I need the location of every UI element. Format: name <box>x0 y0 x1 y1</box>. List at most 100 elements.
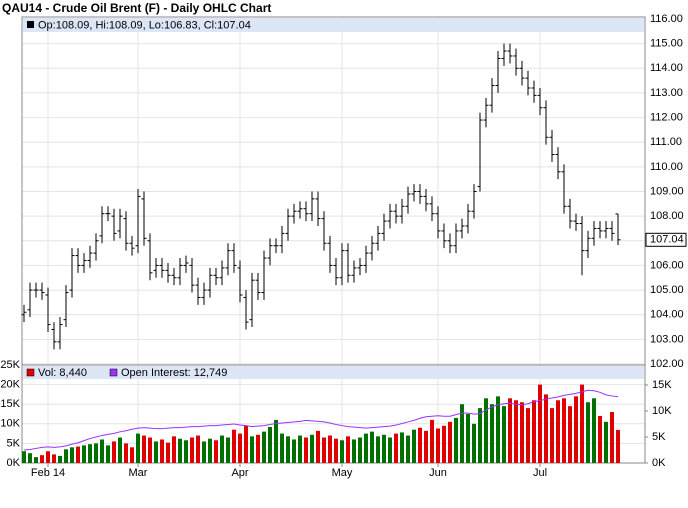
volume-bar <box>478 408 482 463</box>
volume-bar <box>418 427 422 463</box>
volume-bar <box>412 429 416 463</box>
volume-bar <box>340 440 344 463</box>
volume-bar <box>220 435 224 463</box>
volume-bar <box>466 414 470 463</box>
volume-bar <box>520 402 524 463</box>
volume-bar <box>250 436 254 463</box>
y-tick-label: 103.00 <box>650 333 684 345</box>
volume-bar <box>514 400 518 463</box>
volume-bar <box>454 417 458 463</box>
volume-bar <box>532 400 536 463</box>
y-tick-label: 106.00 <box>650 259 684 271</box>
volume-bar <box>568 406 572 463</box>
info-label: Op:108.09, Hi:108.09, Lo:106.83, Cl:107.… <box>38 19 251 31</box>
volume-bar <box>556 400 560 463</box>
volume-bar <box>424 430 428 463</box>
y-tick-label: 111.00 <box>650 136 682 148</box>
volume-bar <box>574 396 578 463</box>
volume-bar <box>496 396 500 463</box>
info-band <box>23 18 644 32</box>
volume-bar <box>430 419 434 463</box>
y-tick-label: 102.00 <box>650 358 684 370</box>
volume-bar <box>184 440 188 463</box>
volume-bar <box>124 443 128 463</box>
volume-bar <box>106 445 110 463</box>
y2-tick-label: 10K <box>652 405 672 417</box>
volume-bar <box>586 402 590 463</box>
volume-bar <box>472 423 476 463</box>
info-marker <box>27 21 34 28</box>
volume-bar <box>34 457 38 463</box>
volume-bar <box>262 431 266 463</box>
volume-bar <box>28 453 32 463</box>
volume-bar <box>490 404 494 463</box>
volume-bar <box>166 442 170 463</box>
y-tick-label: 20K <box>0 379 20 391</box>
volume-bar <box>280 433 284 463</box>
volume-bar <box>610 412 614 463</box>
volume-bar <box>550 408 554 463</box>
volume-bar <box>616 429 620 463</box>
y-tick-label: 110.00 <box>650 161 683 173</box>
volume-bar <box>376 436 380 463</box>
volume-bar <box>148 437 152 463</box>
volume-bar <box>190 437 194 463</box>
y-tick-label: 25K <box>0 359 20 371</box>
volume-bar <box>394 433 398 463</box>
last-price-label: 107.04 <box>650 234 684 246</box>
y2-tick-label: 0K <box>652 457 666 469</box>
volume-bar <box>382 434 386 463</box>
x-tick-label: Feb 14 <box>31 467 65 479</box>
volume-bar <box>436 428 440 463</box>
volume-bar <box>238 433 242 463</box>
volume-bar <box>460 404 464 463</box>
x-tick-label: May <box>332 467 353 479</box>
legend-marker <box>109 368 118 377</box>
volume-bar <box>274 419 278 463</box>
volume-bar <box>364 433 368 463</box>
volume-bar <box>484 398 488 463</box>
volume-bar <box>604 421 608 463</box>
x-tick-label: Jul <box>533 467 547 479</box>
volume-bar <box>52 454 56 463</box>
volume-bar <box>502 406 506 463</box>
volume-bar <box>370 431 374 463</box>
volume-bar <box>40 455 44 463</box>
volume-bar <box>268 426 272 463</box>
y-tick-label: 5K <box>7 437 21 449</box>
legend-label: Vol: 8,440 <box>38 367 87 379</box>
volume-bar <box>406 435 410 463</box>
volume-bar <box>298 435 302 463</box>
volume-bar <box>82 445 86 463</box>
y-tick-label: 108.00 <box>650 210 684 222</box>
volume-bar <box>100 439 104 463</box>
volume-bar <box>544 394 548 463</box>
volume-bar <box>508 398 512 463</box>
y2-tick-label: 15K <box>652 379 672 391</box>
volume-bar <box>448 421 452 463</box>
y-tick-label: 115.00 <box>650 38 683 50</box>
volume-bar <box>352 439 356 463</box>
volume-bar <box>196 435 200 463</box>
y-tick-label: 116.00 <box>650 13 683 25</box>
last-price-box <box>645 232 687 247</box>
volume-bar <box>580 384 584 463</box>
volume-bar <box>322 437 326 463</box>
legend-marker <box>26 368 35 377</box>
chart-title: QAU14 - Crude Oil Brent (F) - Daily OHLC… <box>2 1 271 15</box>
volume-bar <box>22 451 26 463</box>
volume-bar <box>244 425 248 463</box>
volume-bar <box>178 438 182 463</box>
volume-bar <box>316 430 320 463</box>
volume-bar <box>112 441 116 463</box>
volume-bar <box>46 451 50 463</box>
volume-bar <box>142 435 146 463</box>
volume-bar <box>328 435 332 463</box>
volume-bar <box>538 384 542 463</box>
volume-bar <box>310 434 314 463</box>
volume-bar <box>232 429 236 463</box>
volume-bar <box>286 436 290 463</box>
volume-bar <box>598 415 602 463</box>
